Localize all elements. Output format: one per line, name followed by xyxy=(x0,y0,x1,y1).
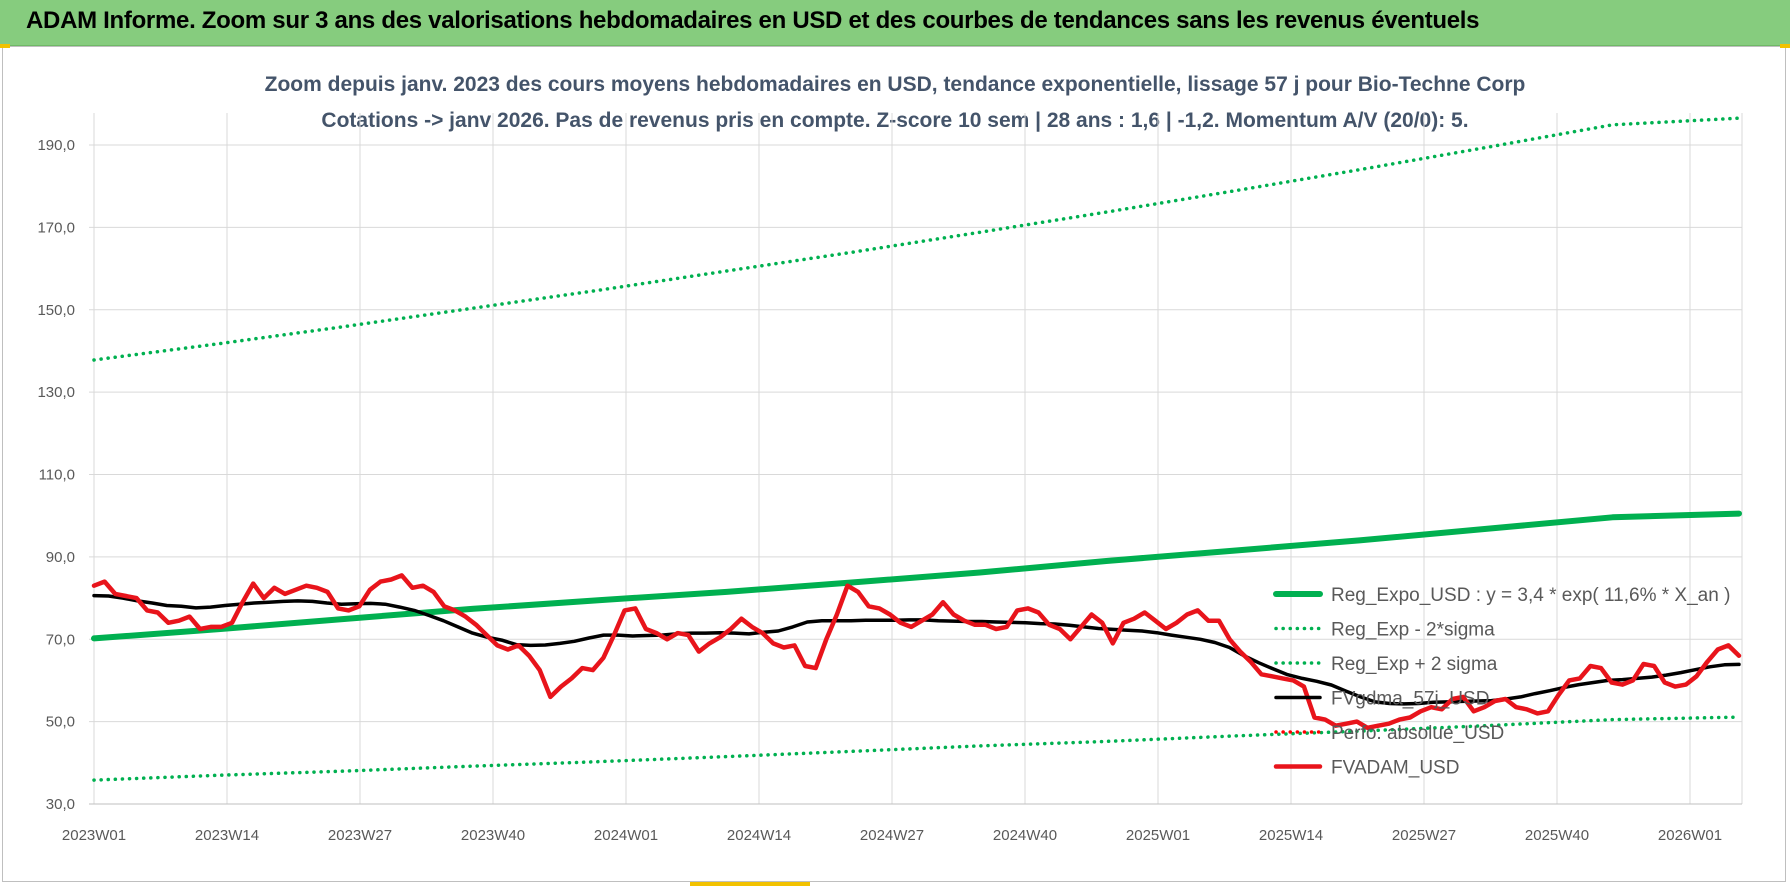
x-tick-label: 2025W01 xyxy=(1126,827,1190,844)
x-tick-label: 2025W27 xyxy=(1392,827,1456,844)
chart-subtitle: Cotations -> janv 2026. Pas de revenus p… xyxy=(321,109,1469,132)
gridlines xyxy=(89,113,1743,805)
legend-label: FVADAM_USD xyxy=(1331,758,1459,779)
legend-label: FVgdma_57j_USD xyxy=(1331,689,1489,710)
x-tick-label: 2025W14 xyxy=(1259,827,1323,844)
series-lines xyxy=(91,116,1742,782)
legend: Reg_Expo_USD : y = 3,4 * exp( 11,6% * X_… xyxy=(1273,585,1730,779)
x-tick-label: 2023W01 xyxy=(62,827,126,844)
series-line-1 xyxy=(92,715,1741,782)
x-tick-label: 2024W27 xyxy=(860,827,924,844)
legend-label: Reg_Exp + 2 sigma xyxy=(1331,654,1498,675)
y-tick-label: 130,0 xyxy=(37,384,75,401)
corner-mark-top-right xyxy=(1780,44,1790,48)
chart-frame xyxy=(2,46,1786,882)
x-tick-label: 2026W01 xyxy=(1658,827,1722,844)
corner-mark-top-left xyxy=(0,44,10,48)
axis-labels: 30,0 50,0 70,0 90,0 110,0 130,0 150,0 170,0 190,… xyxy=(37,137,1722,844)
x-tick-label: 2023W14 xyxy=(195,827,259,844)
x-tick-label: 2024W01 xyxy=(594,827,658,844)
legend-label: Reg_Exp - 2*sigma xyxy=(1331,620,1495,641)
legend-label: Reg_Expo_USD : y = 3,4 * exp( 11,6% * X_… xyxy=(1331,585,1730,606)
y-tick-label: 110,0 xyxy=(39,467,75,484)
series-line-2 xyxy=(92,116,1741,362)
y-tick-label: 70,0 xyxy=(46,631,75,648)
y-tick-label: 190,0 xyxy=(37,137,75,154)
corner-mark-bottom xyxy=(690,882,810,886)
page-title: ADAM Informe. Zoom sur 3 ans des valoris… xyxy=(26,7,1480,34)
x-tick-label: 2023W27 xyxy=(328,827,392,844)
x-tick-label: 2024W14 xyxy=(727,827,791,844)
x-tick-label: 2025W40 xyxy=(1525,827,1589,844)
y-tick-label: 90,0 xyxy=(46,549,75,566)
series-line-3 xyxy=(92,593,1741,706)
x-tick-label: 2024W40 xyxy=(993,827,1057,844)
chart-title: Zoom depuis janv. 2023 des cours moyens … xyxy=(264,73,1526,96)
y-tick-label: 30,0 xyxy=(46,796,75,813)
y-tick-label: 150,0 xyxy=(37,302,75,319)
series-line-0 xyxy=(91,510,1742,642)
x-tick-label: 2023W40 xyxy=(461,827,525,844)
y-tick-label: 50,0 xyxy=(46,714,75,731)
y-tick-label: 170,0 xyxy=(37,219,75,236)
series-line-5 xyxy=(91,573,1742,731)
header-bar: ADAM Informe. Zoom sur 3 ans des valoris… xyxy=(0,0,1790,46)
legend-label: Perfo. absolue_USD xyxy=(1331,723,1504,744)
